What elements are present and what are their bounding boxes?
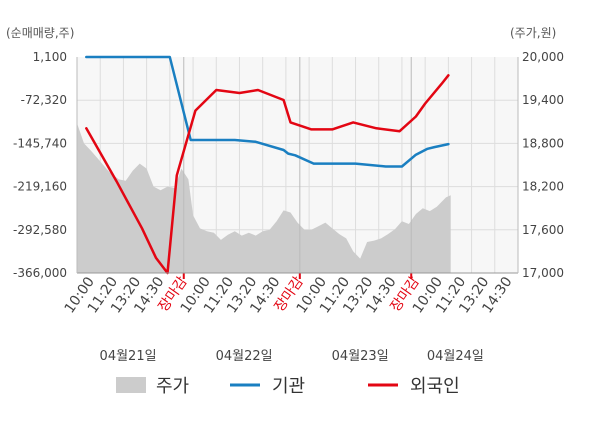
y-right-tick-label: 17,600 (522, 223, 564, 237)
right-unit-label: (주가,원) (510, 26, 556, 40)
y-left-tick-label: 1,100 (33, 50, 67, 64)
series-lines (85, 55, 450, 275)
date-label: 04월21일 (100, 349, 157, 364)
y-right-tick-label: 17,000 (522, 266, 564, 280)
y-left-tick-label: -219,160 (13, 180, 67, 194)
y-left-tick-label: -72,320 (21, 93, 67, 107)
left-unit-label: (순매매량,주) (6, 26, 74, 40)
legend: 주가 기관 외국인 (116, 376, 460, 397)
y-right-tick-label: 18,200 (522, 180, 564, 194)
y-left-tick-label: -292,580 (13, 223, 67, 237)
foreign-line (85, 74, 450, 275)
legend-foreign-label: 외국인 (410, 376, 460, 397)
y-left-tick-label: -366,000 (13, 266, 67, 280)
legend-price-label: 주가 (156, 376, 189, 397)
session-break-lines (182, 57, 413, 279)
date-label: 04월24일 (427, 349, 484, 364)
y-left-tick-label: -145,740 (13, 136, 67, 150)
y-right-tick-label: 18,800 (522, 136, 564, 150)
date-label: 04월22일 (216, 349, 273, 364)
legend-institution-label: 기관 (272, 376, 305, 397)
y-right-tick-label: 20,000 (522, 50, 564, 64)
y-right-tick-label: 19,400 (522, 93, 564, 107)
institution-line (85, 55, 450, 168)
date-label: 04월23일 (332, 349, 389, 364)
legend-price-swatch (116, 377, 146, 393)
